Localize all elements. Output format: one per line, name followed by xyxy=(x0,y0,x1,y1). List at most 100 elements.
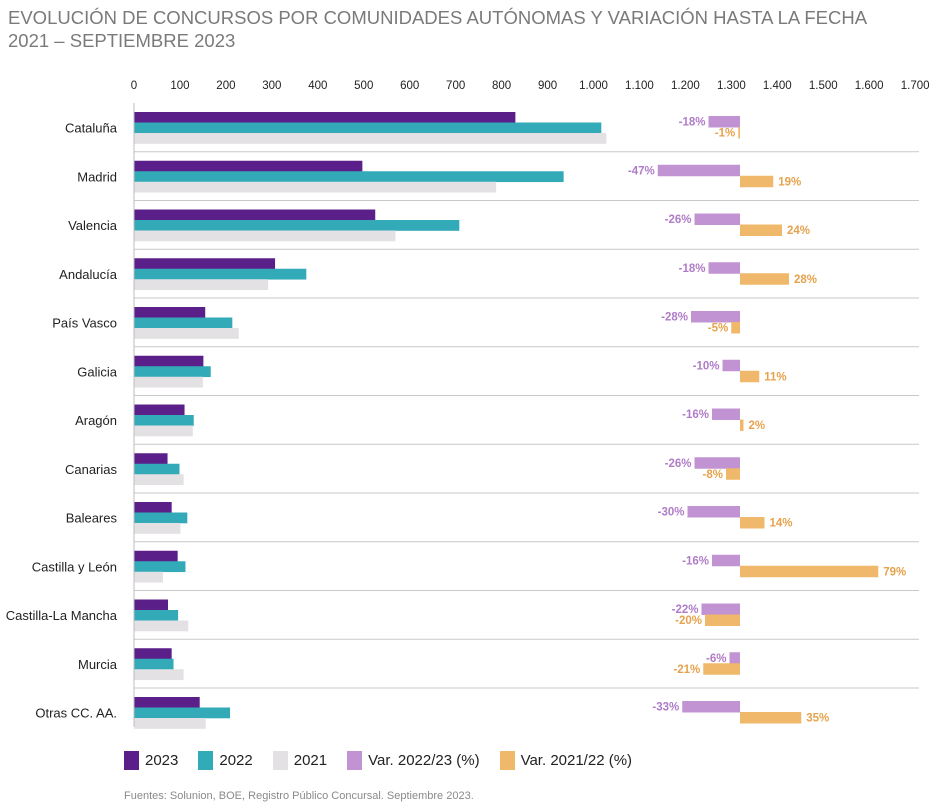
label-var-2022-23: -28% xyxy=(661,312,688,324)
chart-legend: 2023 2022 2021 Var. 2022/23 (%) Var. 2021/22… xyxy=(124,751,652,770)
legend-item: 2023 xyxy=(124,751,178,770)
bar-var-2021-22 xyxy=(740,273,789,285)
bar-2023 xyxy=(134,453,168,465)
bar-2022 xyxy=(134,561,186,573)
label-var-2021-22: 14% xyxy=(770,518,793,530)
legend-swatch xyxy=(272,751,288,770)
bar-var-2021-22 xyxy=(738,127,740,139)
x-tick-label: 1.700 xyxy=(901,80,930,92)
bar-2021 xyxy=(134,181,497,193)
bar-2022 xyxy=(134,707,231,719)
bar-2023 xyxy=(134,502,172,513)
bar-2021 xyxy=(134,620,189,632)
bar-var-2021-22 xyxy=(705,614,740,626)
legend-label: 2021 xyxy=(293,752,328,769)
bar-2022 xyxy=(134,463,180,475)
bar-2023 xyxy=(134,209,376,221)
x-tick-label: 1.000 xyxy=(579,80,608,92)
bar-2022 xyxy=(134,220,460,231)
legend-swatch xyxy=(347,751,363,770)
x-tick-label: 800 xyxy=(492,80,511,92)
bar-2021 xyxy=(134,230,396,242)
x-tick-label: 600 xyxy=(400,80,419,92)
x-tick-label: 200 xyxy=(216,80,235,92)
x-tick-label: 500 xyxy=(354,80,373,92)
bar-var-2022-23 xyxy=(712,554,740,567)
bar-2022 xyxy=(134,610,179,621)
bar-2022 xyxy=(134,317,233,329)
bar-var-2022-23 xyxy=(691,311,740,323)
category-label: Castilla-La Mancha xyxy=(6,608,118,623)
bar-2021 xyxy=(134,133,607,144)
bar-var-2022-23 xyxy=(708,116,740,128)
category-label: Cataluña xyxy=(65,121,118,136)
bar-2022 xyxy=(134,122,602,134)
title-line-1: EVOLUCIÓN DE CONCURSOS POR COMUNIDADES A… xyxy=(8,7,868,28)
x-tick-label: 1.500 xyxy=(809,80,838,92)
x-tick-label: 1.200 xyxy=(671,80,700,92)
bar-2021 xyxy=(134,328,239,339)
x-tick-label: 300 xyxy=(262,80,281,92)
bar-var-2021-22 xyxy=(726,468,740,480)
bar-2021 xyxy=(134,571,163,583)
bar-var-2021-22 xyxy=(740,517,765,529)
x-tick-label: 400 xyxy=(308,80,327,92)
legend-item: 2022 xyxy=(198,751,253,770)
category-label: Otras CC. AA. xyxy=(35,706,117,721)
bar-2023 xyxy=(134,160,363,172)
bar-2022 xyxy=(134,268,307,280)
x-tick-label: 1.300 xyxy=(717,80,746,92)
label-var-2022-23: -10% xyxy=(693,360,720,372)
legend-item: 2021 xyxy=(272,751,328,770)
x-tick-label: 0 xyxy=(131,80,137,92)
bar-2023 xyxy=(134,355,204,367)
label-var-2022-23: -6% xyxy=(706,653,726,665)
label-var-2022-23: -22% xyxy=(672,604,699,616)
legend-label: Var. 2022/23 (%) xyxy=(368,752,480,769)
legend-label: 2022 xyxy=(219,752,253,769)
bar-2022 xyxy=(134,512,188,524)
bar-var-2021-22 xyxy=(740,565,879,578)
bar-2021 xyxy=(134,425,193,437)
bar-2023 xyxy=(134,550,178,562)
label-var-2021-22: 35% xyxy=(806,713,829,725)
category-label: Canarias xyxy=(65,462,118,477)
label-var-2022-23: -18% xyxy=(679,117,706,129)
category-label: Baleares xyxy=(66,511,118,526)
bar-var-2021-22 xyxy=(731,322,740,334)
bar-2021 xyxy=(134,474,184,486)
label-var-2022-23: -16% xyxy=(682,555,709,567)
legend-label: Var. 2021/22 (%) xyxy=(520,752,633,769)
label-var-2022-23: -26% xyxy=(665,458,692,470)
bar-var-2021-22 xyxy=(740,224,782,236)
bar-var-2022-23 xyxy=(712,408,740,420)
title-line-2: 2021 – SEPTIEMBRE 2023 xyxy=(8,30,236,51)
category-label: Castilla y León xyxy=(32,559,117,574)
category-label: País Vasco xyxy=(52,316,117,331)
bar-2023 xyxy=(134,307,206,318)
legend-label: 2023 xyxy=(145,752,179,769)
source-note: Fuentes: Solunion, BOE, Registro Público… xyxy=(124,790,474,802)
x-tick-label: 900 xyxy=(538,80,557,92)
bar-2022 xyxy=(134,366,211,378)
label-var-2021-22: 24% xyxy=(787,225,810,237)
bar-2023 xyxy=(134,404,185,416)
bar-2023 xyxy=(134,697,200,708)
legend-swatch xyxy=(198,751,214,770)
category-label: Andalucía xyxy=(59,267,118,282)
legend-swatch xyxy=(124,751,139,770)
bar-2023 xyxy=(134,112,516,123)
x-tick-label: 1.600 xyxy=(855,80,884,92)
bar-2023 xyxy=(134,599,169,611)
legend-swatch xyxy=(499,751,515,770)
bar-var-2022-23 xyxy=(682,701,740,713)
bar-2021 xyxy=(134,376,203,388)
label-var-2021-22: 11% xyxy=(764,371,786,383)
x-tick-label: 1.100 xyxy=(625,80,654,92)
x-tick-label: 700 xyxy=(446,80,465,92)
label-var-2021-22: 2% xyxy=(749,420,766,432)
label-var-2022-23: -47% xyxy=(628,165,655,177)
label-var-2021-22: -21% xyxy=(673,664,700,676)
bar-var-2021-22 xyxy=(740,419,744,431)
